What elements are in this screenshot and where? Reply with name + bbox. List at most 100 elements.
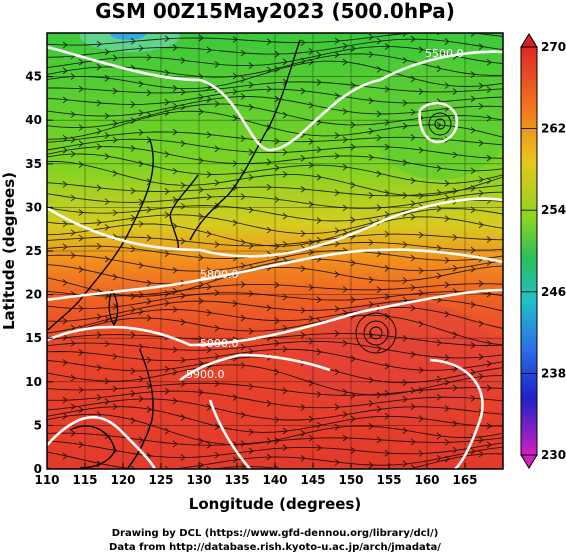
wind-arrow [206,171,212,178]
contour-label-5900-lower: 5900.0 [186,368,225,381]
wind-arrow [240,49,246,57]
x-axis-label: Longitude (degrees) [189,495,361,513]
wind-arrow [172,266,178,274]
streamline [47,208,503,235]
wind-arrow [444,455,450,463]
wind-arrow [206,283,212,291]
wind-arrow [436,164,442,172]
wind-arrow [376,170,382,178]
wind-arrow [206,131,212,139]
wind-arrow [282,111,288,119]
wind-arrow [368,154,374,161]
wind-arrow [172,287,178,295]
wind-arrow [146,298,152,305]
wind-arrow [62,220,68,228]
wind-arrow [274,317,280,325]
wind-arrow [376,65,382,73]
wind-arrow [78,305,84,313]
wind-arrow [368,192,374,199]
wind-arrow [444,82,450,89]
wind-arrow [62,279,68,286]
contour-5500 [47,45,503,152]
streamline [47,446,503,469]
wind-arrow [266,183,272,191]
wind-arrow [130,331,136,339]
wind-arrow [198,93,204,101]
wind-arrow [96,99,102,107]
wind-arrow [146,406,152,413]
wind-arrow [282,240,288,248]
wind-arrow [130,367,136,375]
wind-arrow [376,436,382,444]
streamline [47,314,503,346]
streamline [47,60,503,90]
wind-arrow [486,290,492,298]
wind-arrow [104,48,110,56]
wind-arrow [206,309,212,317]
wind-arrow [138,80,144,88]
wind-arrow [96,40,102,48]
wind-arrow [444,136,450,144]
wind-arrow [240,343,246,351]
wind-arrow [452,88,458,95]
wind-arrow [316,236,322,244]
wind-arrow [266,400,272,407]
streamline [47,33,503,46]
wind-arrow [410,284,416,291]
wind-arrow [274,339,280,347]
colorbar-label: 230 [541,448,566,462]
wind-arrow [478,353,484,361]
wind-arrow [402,56,408,64]
wind-arrow [104,153,110,160]
wind-arrow [486,360,492,368]
wind-arrow [198,437,204,445]
wind-arrow [470,395,476,402]
wind-arrow [486,441,492,449]
wind-arrow [334,403,340,411]
wind-arrow [266,124,272,131]
wind-arrow [274,281,280,289]
wind-arrow [350,447,356,454]
wind-arrow [130,37,136,45]
wind-arrow [180,181,186,189]
wind-arrow [70,194,76,202]
wind-arrow [418,366,424,374]
wind-arrow [350,81,356,89]
wind-arrow [444,438,450,446]
wind-arrow [334,368,340,376]
wind-arrow [316,444,322,452]
wind-arrow [274,242,280,250]
wind-arrow [104,198,110,206]
streamline [47,131,503,146]
wind-arrow [282,293,288,301]
wind-arrow [282,387,288,395]
wind-arrow [248,290,254,298]
wind-arrow [350,415,356,423]
wind-arrow [436,375,442,383]
wind-arrow [240,135,246,142]
colorbar-labels: 270 262 254 246 238 230 [521,40,566,462]
wind-arrow [470,368,476,376]
y-tick-label: 15 [25,331,42,345]
wind-arrow [418,192,424,200]
wind-arrow [240,314,246,322]
wind-arrow [172,102,178,110]
wind-arrow [112,447,118,455]
wind-arrow [334,458,340,466]
wind-arrow [486,86,492,93]
wind-arrow [240,362,246,369]
wind-arrow [470,167,476,175]
contour-label-5800: 5800.0 [200,268,239,281]
wind-arrow [104,74,110,82]
wind-arrow [112,303,118,311]
colorbar-label: 262 [541,122,566,136]
wind-arrow [350,355,356,363]
wind-arrow [112,120,118,127]
wind-arrow [316,296,322,304]
wind-arrow [274,95,280,103]
wind-arrow [436,393,442,401]
streamline [47,265,503,297]
wind-arrow [78,124,84,131]
wind-arrow [274,50,280,58]
wind-arrow [410,177,416,185]
